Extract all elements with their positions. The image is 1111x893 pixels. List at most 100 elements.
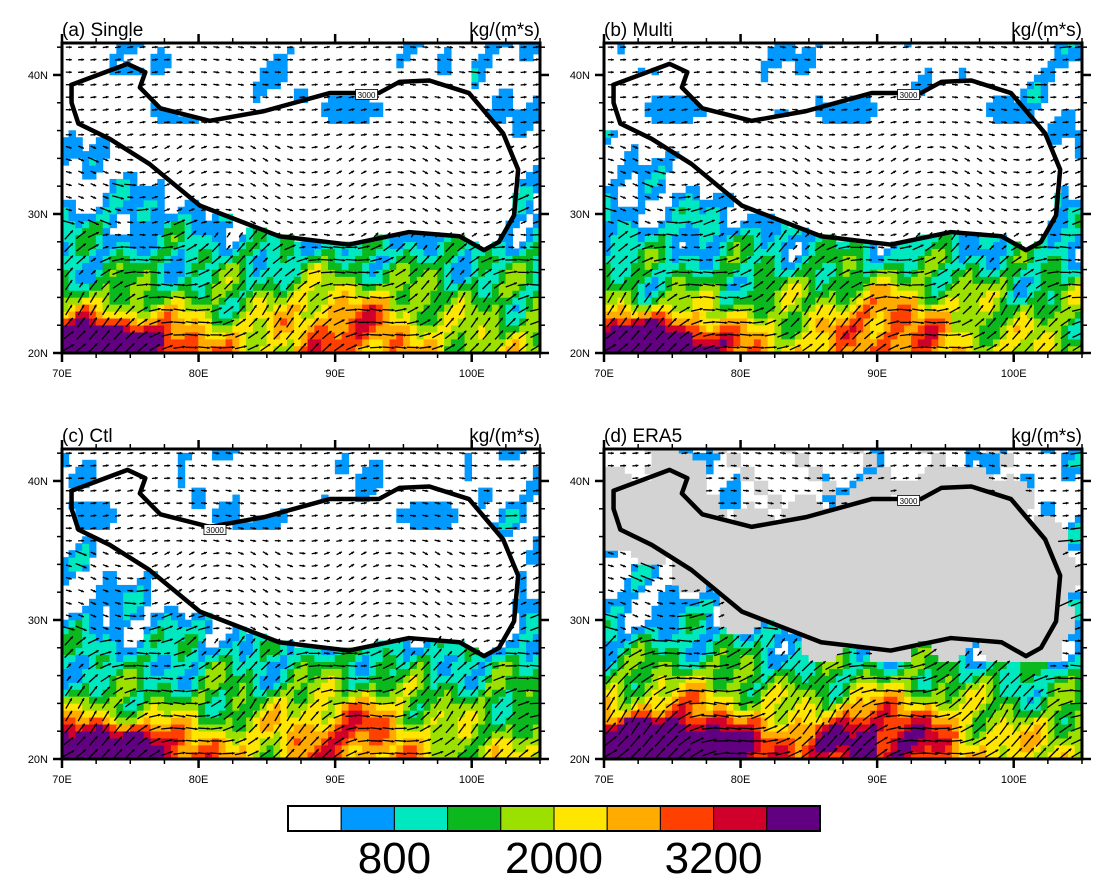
ivt-cell: [519, 345, 527, 353]
ivt-cell: [1068, 123, 1076, 131]
wind-vector: [915, 108, 922, 112]
ivt-cell: [815, 304, 823, 312]
ivt-cell: [958, 255, 967, 263]
ivt-cell: [665, 276, 673, 284]
wind-vector: [667, 330, 678, 340]
ivt-cell: [478, 290, 486, 298]
wind-vector: [755, 170, 762, 174]
ivt-cell: [829, 102, 837, 111]
ivt-cell: [300, 324, 309, 333]
wind-vector: [65, 133, 72, 137]
ivt-cell: [1013, 248, 1021, 256]
wind-vector: [828, 317, 837, 328]
wind-vector: [65, 145, 72, 149]
ivt-cell: [211, 234, 220, 243]
ivt-cell: [610, 199, 618, 208]
ivt-cell: [287, 241, 295, 250]
wind-vector: [446, 157, 453, 162]
ivt-cell: [794, 345, 803, 353]
ivt-cell: [157, 255, 165, 263]
wind-vector: [459, 70, 466, 74]
ivt-cell: [348, 331, 356, 340]
ivt-cell: [382, 262, 391, 270]
wind-vector: [422, 170, 429, 175]
ivt-cell: [753, 234, 762, 243]
ivt-cell: [314, 304, 322, 312]
wind-vector: [927, 58, 934, 62]
ivt-cell: [1054, 276, 1062, 284]
wind-vector: [878, 95, 885, 99]
wind-vector: [434, 58, 441, 62]
wind-vector: [213, 70, 220, 74]
ivt-cell: [999, 297, 1008, 305]
ivt-cell: [604, 262, 612, 270]
wind-vector: [408, 267, 418, 277]
wind-vector: [644, 108, 651, 112]
wind-vector: [173, 244, 186, 250]
ivt-cell: [512, 130, 520, 138]
ivt-cell: [198, 283, 206, 291]
ivt-cell: [334, 269, 343, 277]
ivt-cell: [1054, 241, 1062, 250]
ivt-cell: [1061, 269, 1069, 277]
wind-vector: [975, 304, 984, 316]
wind-vector: [1062, 133, 1069, 137]
wind-vector: [333, 246, 346, 250]
wind-vector: [829, 58, 836, 62]
ivt-cell: [375, 324, 384, 333]
wind-vector: [1050, 83, 1057, 87]
ivt-cell: [246, 262, 254, 270]
wind-vector: [852, 342, 862, 353]
ivt-cell: [293, 304, 302, 312]
wind-vector: [840, 317, 849, 328]
wind-vector: [829, 95, 836, 99]
ivt-cell: [1074, 297, 1082, 305]
ivt-cell: [95, 262, 104, 270]
wind-vector: [644, 145, 651, 149]
y-tick-label: 40N: [570, 70, 590, 82]
wind-vector: [767, 45, 774, 49]
wind-vector: [471, 170, 478, 174]
wind-vector: [853, 158, 860, 162]
ivt-cell: [740, 283, 748, 291]
ivt-cell: [692, 297, 700, 305]
ivt-cell: [68, 206, 76, 215]
ivt-cell: [512, 276, 520, 284]
ivt-cell: [747, 317, 755, 326]
ivt-cell: [307, 248, 315, 256]
ivt-cell: [218, 227, 227, 236]
wind-vector: [678, 258, 691, 262]
ivt-cell: [665, 227, 673, 236]
wind-vector: [236, 267, 246, 278]
ivt-cell: [938, 290, 946, 298]
ivt-cell: [965, 234, 974, 243]
wind-vector: [385, 108, 392, 112]
wind-vector: [508, 170, 515, 175]
wind-vector: [841, 133, 848, 137]
ivt-cell: [924, 283, 933, 291]
wind-vector: [899, 271, 912, 274]
ivt-cell: [712, 290, 721, 298]
ivt-cell: [767, 227, 776, 236]
ivt-cell: [211, 310, 220, 319]
wind-vector: [669, 108, 676, 112]
ivt-cell: [822, 331, 830, 340]
ivt-cell: [416, 262, 425, 270]
wind-vector: [690, 271, 703, 275]
ivt-cell: [423, 255, 432, 263]
ivt-cell: [150, 345, 158, 353]
ivt-cell: [328, 304, 336, 312]
wind-vector: [250, 207, 257, 212]
ivt-cell: [75, 234, 83, 243]
ivt-cell: [314, 324, 322, 333]
wind-vector: [62, 220, 75, 225]
wind-vector: [1050, 58, 1057, 62]
wind-vector: [949, 306, 961, 314]
wind-vector: [767, 158, 774, 162]
wind-vector: [78, 183, 85, 187]
ivt-cell: [532, 276, 540, 284]
ivt-cell: [788, 262, 796, 270]
ivt-cell: [671, 331, 680, 340]
wind-vector: [878, 233, 885, 237]
ivt-cell: [678, 220, 687, 229]
